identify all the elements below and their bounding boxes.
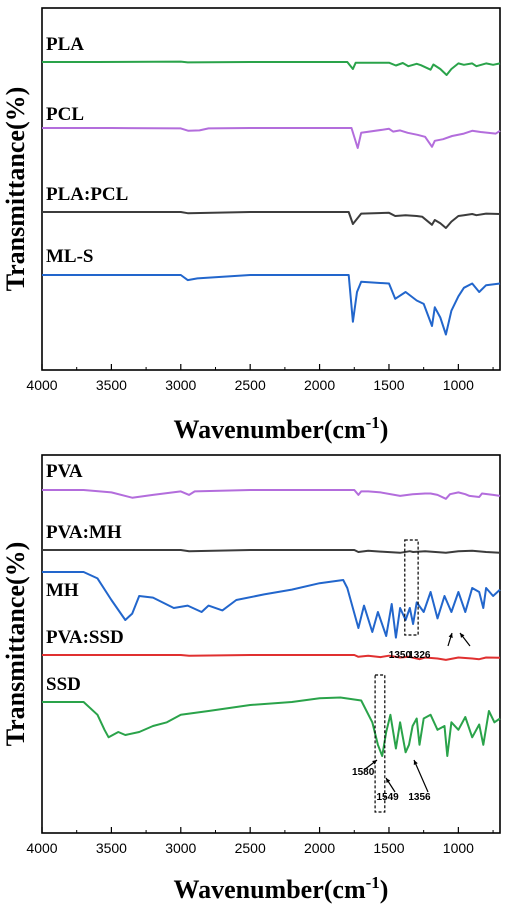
- panel-bottom: 4000 3500 3000 2500 2000 1500 1000 Wavenumber(c…: [1, 454, 501, 904]
- series-label: PLA: [46, 34, 84, 55]
- series-line-pla: [42, 60, 501, 76]
- x-tick-label: 4000: [26, 840, 57, 856]
- series-line-ssd: [42, 696, 501, 757]
- series-line-pva-mh: [42, 549, 501, 554]
- x-axis-title-close: ): [380, 875, 389, 904]
- x-axis-title-sup: -1: [366, 873, 380, 892]
- x-axis-title: Wavenumber(cm-1): [174, 873, 389, 904]
- series-label: MH: [46, 580, 79, 601]
- x-tick-label: 2500: [235, 377, 266, 393]
- series-line-pva: [42, 489, 501, 500]
- annotation-arrowhead: [413, 760, 418, 765]
- x-tick-label: 3000: [165, 840, 196, 856]
- plot-frame: [41, 454, 501, 834]
- x-tick-label: 1000: [443, 377, 474, 393]
- y-axis-title: Transmittance(%): [1, 87, 30, 292]
- x-tick-label: 1500: [373, 840, 404, 856]
- highlight-box: [374, 674, 386, 813]
- series-line-pcl: [42, 127, 501, 149]
- series-line-pva-ssd: [42, 654, 501, 661]
- x-axis-title-sup: -1: [366, 413, 380, 432]
- peak-annotation: 1549: [376, 792, 399, 803]
- x-axis-title-main: Wavenumber(cm: [174, 875, 366, 904]
- annotation-arrowhead: [372, 760, 377, 765]
- series-label: SSD: [46, 674, 81, 695]
- annotation-arrowhead: [460, 633, 465, 638]
- x-tick-label: 3500: [96, 840, 127, 856]
- highlight-box: [404, 539, 419, 636]
- x-axis-title-close: ): [380, 415, 389, 444]
- x-axis-title-main: Wavenumber(cm: [174, 415, 366, 444]
- peak-annotation: 1326: [408, 650, 431, 661]
- annotation-arrow: [413, 759, 429, 793]
- x-axis-title: Wavenumber(cm-1): [174, 413, 389, 444]
- x-tick-label: 1000: [443, 840, 474, 856]
- series-label: ML-S: [46, 246, 94, 267]
- series-line-ml-s: [42, 274, 501, 336]
- plot-frame: [41, 7, 501, 371]
- peak-annotation: 1356: [408, 792, 431, 803]
- annotation-arrowhead: [386, 778, 391, 783]
- series-line-mh: [42, 571, 501, 639]
- y-axis-title: Transmittance(%): [1, 542, 30, 747]
- x-tick-label: 4000: [26, 377, 57, 393]
- x-tick-label: 3000: [165, 377, 196, 393]
- x-tick-label: 2500: [235, 840, 266, 856]
- x-tick-label: 2000: [304, 840, 335, 856]
- peak-annotation: 1580: [352, 767, 375, 778]
- series-label: PVA:MH: [46, 522, 122, 543]
- x-tick-label: 2000: [304, 377, 335, 393]
- series-label: PVA:SSD: [46, 627, 124, 648]
- panel-top: 4000 3500 3000 2500 2000 1500 1000 Wavenumber(c…: [1, 7, 501, 444]
- series-label: PCL: [46, 104, 84, 125]
- series-label: PVA: [46, 461, 83, 482]
- series-label: PLA:PCL: [46, 184, 128, 205]
- x-tick-label: 1500: [373, 377, 404, 393]
- peak-annotation: 1350: [389, 650, 412, 661]
- x-tick-label: 3500: [96, 377, 127, 393]
- annotation-arrowhead: [448, 633, 453, 638]
- series-line-pla-pcl: [42, 211, 501, 229]
